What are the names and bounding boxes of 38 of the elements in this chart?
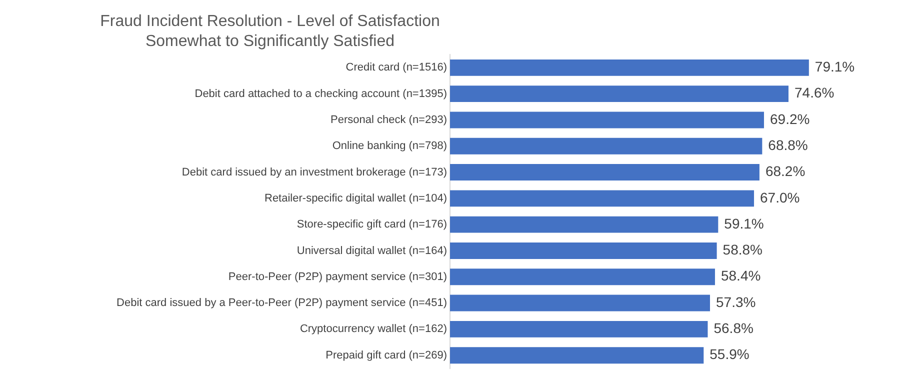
data-label: 58.8% xyxy=(722,242,763,258)
bar xyxy=(450,59,809,76)
data-label: 74.6% xyxy=(794,84,834,101)
y-tick-label: Debit card issued by an investment brokerage (n=173) xyxy=(182,166,447,178)
y-tick-label: Online banking (n=798) xyxy=(332,140,447,152)
bar xyxy=(450,242,717,259)
data-label: 57.3% xyxy=(716,294,756,310)
bar xyxy=(450,138,762,154)
y-tick-label: Debit card attached to a checking account (n=1395) xyxy=(194,88,447,100)
y-tick-label: Cryptocurrency wallet (n=162) xyxy=(300,323,447,336)
text: Fraud Incident Resolution - Level of Satisfaction xyxy=(99,12,441,32)
y-tick-label: Retailer-specific digital wallet (n=104) xyxy=(264,192,447,204)
y-tick-label: Peer-to-Peer (P2P) payment service (n=301) xyxy=(228,270,447,283)
data-label: 68.8% xyxy=(768,136,808,153)
y-tick-label: Personal check (n=293) xyxy=(330,114,447,126)
bar xyxy=(450,190,754,207)
bar xyxy=(450,294,710,312)
data-label: 69.2% xyxy=(770,110,810,127)
bar xyxy=(450,320,708,338)
y-tick-label: Prepaid gift card (n=269) xyxy=(326,349,447,362)
data-label: 58.4% xyxy=(720,268,761,284)
y-tick-label: Universal digital wallet (n=164) xyxy=(296,244,447,257)
y-tick-label: Credit card (n=1516) xyxy=(346,62,447,74)
data-label: 56.8% xyxy=(714,320,754,336)
data-label: 55.9% xyxy=(710,346,750,362)
text: Somewhat to Significantly Satisfied xyxy=(144,32,396,52)
data-label: 67.0% xyxy=(760,189,800,206)
data-label: 59.1% xyxy=(724,215,764,232)
y-tick-label: Store-specific gift card (n=176) xyxy=(296,218,447,231)
bar xyxy=(450,164,760,181)
data-label: 79.1% xyxy=(814,58,855,75)
bar xyxy=(450,268,715,286)
data-label: 68.2% xyxy=(765,163,806,180)
y-tick-label: Debit card issued by a Peer-to-Peer (P2P) payment service (n=451) xyxy=(116,297,447,310)
bar xyxy=(450,112,764,128)
bar xyxy=(450,216,718,233)
bar xyxy=(450,86,788,102)
bar xyxy=(450,347,704,364)
